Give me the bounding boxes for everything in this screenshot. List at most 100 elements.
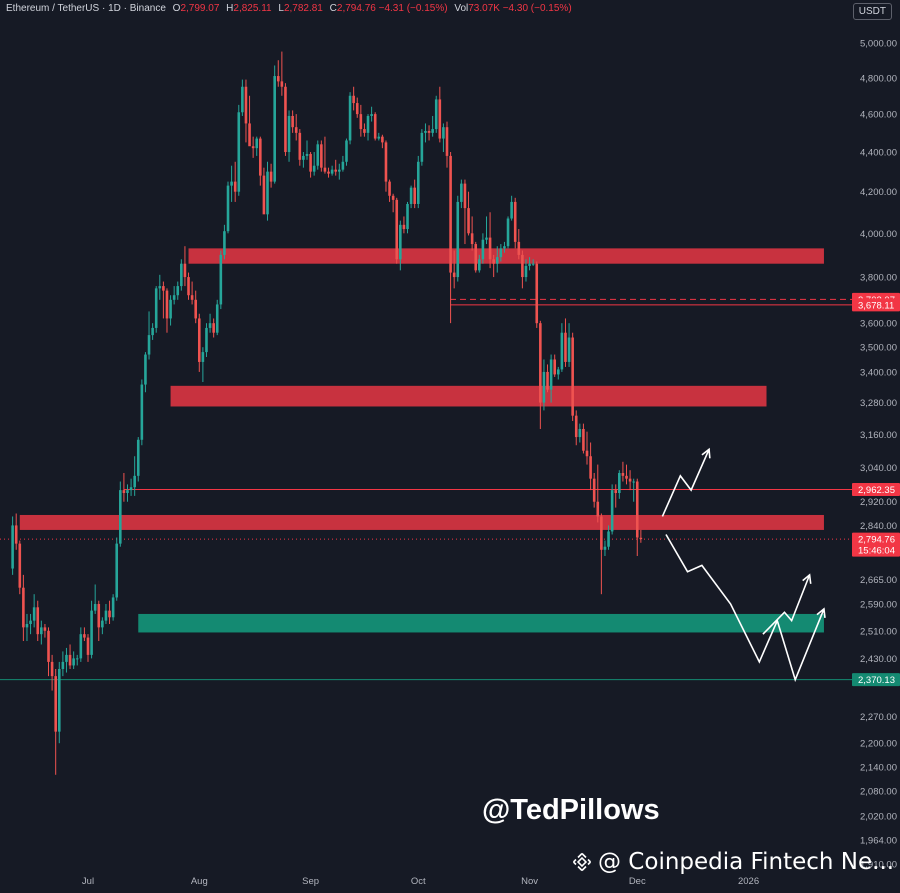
candle [219,250,223,310]
candle [251,136,255,158]
candle-body [212,323,215,333]
price-label-4: 2,794.76 [858,535,895,546]
candle-body [230,181,233,186]
candle [97,600,101,642]
candle-body [237,112,241,192]
candle-body [399,224,402,260]
candle [284,83,287,156]
candle [90,600,93,659]
candle [129,478,133,496]
support-zone-4 [138,613,824,633]
candle [338,163,341,180]
candle-body [582,428,585,451]
candle [625,464,628,485]
x-tick-label: Aug [191,876,208,887]
candle-body [122,490,126,494]
candle-body [556,369,560,375]
candle-body [11,525,14,569]
y-tick-label: 2,200.00 [860,739,897,750]
candle-body [144,354,147,385]
candle-body [309,153,312,172]
candle [276,60,280,87]
candle-body [65,654,68,662]
candle-body [345,140,348,162]
candle-body [363,129,366,133]
candle-body [32,607,36,621]
y-tick-label: 2,920.00 [860,497,897,508]
candle [180,259,183,291]
candle-body [162,286,165,291]
candle [18,540,22,595]
candle [111,594,115,621]
candle [233,161,237,202]
candle [316,140,320,170]
candle-body [467,208,470,234]
candle [574,410,578,446]
candle-body [596,501,600,517]
y-tick-label: 2,510.00 [860,626,897,637]
candle [531,259,535,266]
candle [359,104,363,137]
candle-body [57,668,61,732]
candle-body [75,658,79,660]
candle-body [154,288,158,328]
candle-body [233,181,237,192]
candle-body [618,473,621,494]
candle [136,437,140,482]
candle-body [327,171,330,174]
candle-body [409,187,413,204]
candle [205,323,208,358]
candle [539,320,542,429]
candle-body [140,384,144,440]
candle [445,121,449,168]
candle-body [129,487,133,491]
candle [75,654,79,666]
high-value: 2,825.11 [233,3,272,14]
candle [503,241,506,253]
candle-body [320,144,323,168]
source-credit: @ Coinpedia Fintech Ne... [572,849,894,875]
candle-body [338,169,341,172]
currency-selector[interactable]: USDT [852,3,892,20]
candle-body [513,201,517,242]
candle [513,197,517,249]
y-tick-label: 4,400.00 [860,148,897,159]
candle [377,132,381,141]
price-label-box-4 [852,532,900,557]
projection-layer [661,447,826,683]
candle-body [180,263,183,287]
y-tick-label: 3,160.00 [860,430,897,441]
candle [366,114,370,141]
open-value: 2,799.07 [180,3,220,14]
volume-value: 73.07K [468,3,500,14]
candle-body [549,359,553,390]
time-axis: Jul Aug Sep Oct Nov Dec 2026 [82,876,759,887]
candle [413,179,416,209]
candle [560,323,564,372]
candle [291,110,294,133]
candle [312,152,316,176]
candle [248,95,251,147]
candle-body [495,257,499,264]
candle-body [86,637,90,655]
candle-body [241,86,244,113]
candle-body [341,161,345,170]
candle-body [147,335,151,355]
candle [237,104,241,196]
price-label-2: 3,678.11 [858,300,894,311]
candle-body [531,263,535,265]
candle [610,484,614,535]
y-tick-label: 5,000.00 [860,39,897,50]
candle [93,584,97,614]
projection-arrowhead-bounce [802,573,812,584]
candle [230,165,233,202]
candle-body [592,478,596,502]
candle [409,185,413,209]
candle [348,92,352,145]
candle [244,79,248,143]
y-tick-label: 3,800.00 [860,273,897,284]
x-tick-label: Dec [629,876,646,887]
resistance-zone-3 [19,514,824,530]
